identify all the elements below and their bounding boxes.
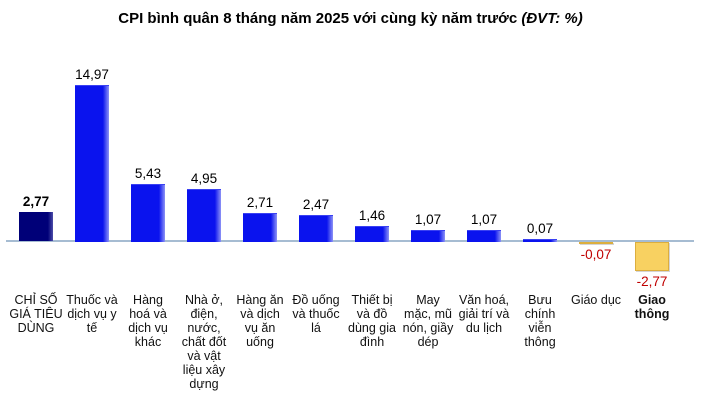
chart-column: 2,47 Đồ uống và thuốc lá xyxy=(288,0,344,419)
chart-column: 2,77 CHỈ SỐ GIÁ TIÊU DÙNG xyxy=(8,0,64,419)
bar-value-label: 2,71 xyxy=(246,194,274,210)
bar-value-label: -2,77 xyxy=(636,273,668,289)
bar xyxy=(19,212,53,241)
bar-value-label: 2,77 xyxy=(22,194,50,210)
category-label: Thuốc và dịch vụ y tế xyxy=(66,293,118,335)
bar-value-label: 1,07 xyxy=(470,211,498,227)
category-label: Hàng ăn và dịch vụ ăn uống xyxy=(236,293,284,349)
bar xyxy=(187,189,221,242)
x-axis-line xyxy=(6,240,694,242)
chart-column: 1,07 Văn hoá, giải trí và du lịch xyxy=(456,0,512,419)
bar xyxy=(131,184,165,242)
bar-value-label: 1,46 xyxy=(358,207,386,223)
bar xyxy=(75,85,109,242)
bar xyxy=(635,242,669,271)
chart-column: 5,43 Hàng hoá và dịch vụ khác xyxy=(120,0,176,419)
bar xyxy=(467,229,501,242)
category-label: Giáo dục xyxy=(570,293,622,307)
chart-column: 1,46 Thiết bị và đồ dùng gia đình xyxy=(344,0,400,419)
chart-column: 4,95 Nhà ở, điện, nước, chất đốt và vật l… xyxy=(176,0,232,419)
category-label: Bưu chính viễn thông xyxy=(524,293,556,349)
category-label: Hàng hoá và dịch vụ khác xyxy=(128,293,168,349)
bar xyxy=(299,215,333,242)
category-label: May mặc, mũ nón, giầy dép xyxy=(402,293,454,349)
bar-value-label: 14,97 xyxy=(75,67,109,82)
chart-column: -2,77 Giao thông xyxy=(624,0,680,419)
category-label: Giao thông xyxy=(634,293,670,321)
chart-column: 0,07 Bưu chính viễn thông xyxy=(512,0,568,419)
bar xyxy=(355,225,389,242)
bar-value-label: -0,07 xyxy=(580,247,612,262)
chart-column: 14,97 Thuốc và dịch vụ y tế xyxy=(64,0,120,419)
chart-column: 2,71 Hàng ăn và dịch vụ ăn uống xyxy=(232,0,288,419)
bar-value-label: 2,47 xyxy=(302,197,330,213)
chart-title-main: CPI bình quân 8 tháng năm 2025 với cùng … xyxy=(118,10,522,27)
category-label: Nhà ở, điện, nước, chất đốt và vật liệu … xyxy=(181,293,227,391)
category-label: Đồ uống và thuốc lá xyxy=(292,293,340,335)
bar-value-label: 0,07 xyxy=(526,221,554,236)
bar xyxy=(523,239,557,242)
bar-value-label: 1,07 xyxy=(414,211,442,227)
chart-column: 1,07 May mặc, mũ nón, giầy dép xyxy=(400,0,456,419)
category-label: Văn hoá, giải trí và du lịch xyxy=(458,293,510,335)
category-label: CHỈ SỐ GIÁ TIÊU DÙNG xyxy=(9,293,63,335)
bar xyxy=(579,242,613,244)
bar xyxy=(411,229,445,242)
bar-value-label: 5,43 xyxy=(134,166,162,182)
chart-title-unit: (ĐVT: %) xyxy=(521,10,583,27)
category-label: Thiết bị và đồ dùng gia đình xyxy=(348,293,396,349)
chart-column: -0,07 Giáo dục xyxy=(568,0,624,419)
chart-title: CPI bình quân 8 tháng năm 2025 với cùng … xyxy=(0,10,701,27)
bar-value-label: 4,95 xyxy=(190,171,218,187)
bar xyxy=(243,212,277,242)
